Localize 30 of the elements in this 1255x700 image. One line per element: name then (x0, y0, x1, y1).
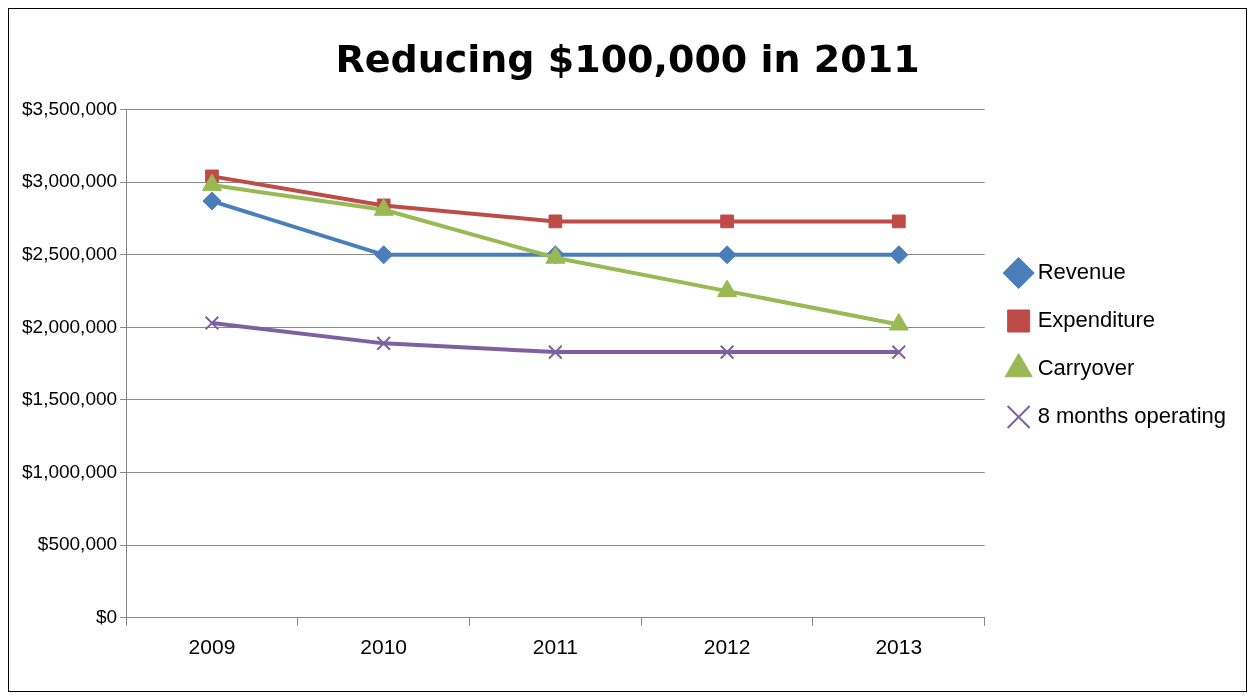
y-tick-label: $3,500,000 (22, 97, 118, 119)
y-tick-label: $500,000 (37, 533, 118, 555)
y-tick-label: $1,000,000 (22, 460, 118, 482)
point (889, 245, 909, 265)
point (891, 214, 906, 229)
x-tick-label: 2009 (188, 635, 236, 659)
x-tick-label: 2012 (703, 635, 751, 659)
point (720, 214, 734, 229)
x-tick-label: 2011 (532, 635, 578, 659)
point (719, 344, 735, 360)
y-tick-label: $2,500,000 (22, 243, 118, 265)
y-tick-label: $0 (95, 606, 118, 628)
x-tick-label: 2013 (875, 635, 923, 659)
point (891, 344, 907, 360)
point (202, 191, 222, 211)
point (548, 344, 563, 360)
x-tick-label: 2010 (360, 635, 408, 659)
point (548, 214, 563, 229)
point (376, 336, 392, 351)
legend-label: Expenditure (1037, 307, 1156, 333)
legend-label: Revenue (1037, 259, 1126, 285)
point (717, 245, 737, 265)
y-tick-label: $3,000,000 (22, 170, 118, 192)
point (374, 245, 394, 265)
legend-label: Carryover (1037, 355, 1135, 381)
legend-label: 8 months operating (1037, 403, 1226, 429)
chart-title: Reducing $100,000 in 2011 (335, 36, 920, 81)
y-tick-label: $2,000,000 (22, 315, 118, 337)
y-tick-label: $1,500,000 (22, 388, 118, 410)
point (204, 315, 220, 331)
